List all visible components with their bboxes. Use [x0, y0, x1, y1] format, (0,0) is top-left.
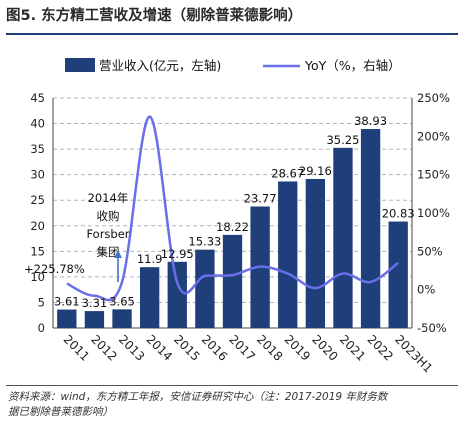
left-tick-label: 35	[30, 142, 45, 156]
x-tick-label: 2023H1	[392, 332, 435, 375]
x-tick-label: 2018	[254, 332, 285, 363]
right-tick-label: 0%	[417, 283, 435, 297]
left-tick-label: 10	[30, 270, 45, 284]
left-tick-label: 40	[30, 117, 45, 131]
yoy-line	[66, 115, 399, 302]
x-tick-label: 2012	[88, 332, 119, 363]
x-tick-label: 2014	[144, 332, 175, 363]
legend-label-line: YoY（%，右轴）	[304, 58, 401, 73]
bar-value-label: 35.25	[326, 133, 359, 147]
left-tick-label: 20	[30, 219, 45, 233]
x-tick-label: 2020	[309, 332, 340, 363]
bar-value-label: 29.16	[299, 164, 332, 178]
bar-value-label: 28.67	[271, 166, 304, 180]
bar-value-label: 3.61	[54, 295, 80, 309]
yoy-value-label: +225.78%	[24, 262, 85, 276]
bar	[333, 147, 353, 328]
bar-value-label: 18.22	[216, 220, 249, 234]
bar-value-label: 38.93	[354, 114, 387, 128]
title-rule	[6, 33, 458, 35]
x-tick-label: 2017	[226, 332, 257, 363]
figure-title: 图5. 东方精工营收及增速（剔除普莱德影响）	[6, 8, 303, 24]
left-tick-label: 45	[30, 91, 45, 105]
bar-value-label: 12.95	[161, 247, 194, 261]
left-tick-label: 15	[30, 244, 45, 258]
annotation-arrowhead	[114, 250, 122, 258]
left-tick-label: 30	[30, 168, 45, 182]
left-tick-label: 0	[38, 321, 45, 335]
bar	[360, 129, 381, 328]
x-tick-label: 2015	[171, 332, 202, 363]
bar-value-label: 20.83	[382, 207, 415, 221]
bar	[388, 221, 408, 328]
annotation-text: Forsber	[86, 227, 129, 241]
bar-value-label: 15.33	[188, 235, 221, 249]
bar-value-label: 3.31	[82, 296, 108, 310]
legend-label-bar: 营业收入(亿元，左轴)	[99, 58, 221, 73]
bar	[112, 309, 132, 328]
bar	[195, 249, 215, 328]
bar	[84, 311, 105, 328]
x-tick-label: 2013	[116, 332, 147, 363]
bar	[57, 309, 77, 328]
source-note: 资料来源：wind，东方精工年报，安信证券研究中心（注：2017-2019 年财…	[8, 390, 458, 420]
right-tick-label: 50%	[417, 244, 443, 258]
right-tick-label: 250%	[417, 91, 450, 105]
x-tick-label: 2022	[364, 332, 395, 363]
x-tick-label: 2011	[61, 332, 92, 363]
bar	[222, 234, 243, 328]
right-tick-label: 100%	[417, 206, 450, 220]
bar	[305, 178, 326, 328]
x-tick-label: 2016	[199, 332, 230, 363]
annotation-text: 2014年	[88, 191, 129, 205]
right-tick-label: -50%	[417, 321, 447, 335]
x-tick-label: 2021	[337, 332, 368, 363]
right-tick-label: 200%	[417, 129, 450, 143]
source-line-1: 资料来源：wind，东方精工年报，安信证券研究中心（注：2017-2019 年财…	[8, 391, 388, 403]
left-tick-label: 25	[30, 193, 45, 207]
bar	[139, 267, 160, 328]
x-tick-label: 2019	[282, 332, 313, 363]
bar-value-label: 23.77	[244, 192, 277, 206]
chart: 0 5 10 15 20 25 30 35 40 45 -50% 0% 50% 100% 150% 200% 2…	[24, 58, 450, 375]
annotation-text: 收购	[97, 209, 120, 223]
annotation-text: 集团	[97, 245, 120, 259]
left-tick-label: 5	[38, 295, 45, 309]
bar-value-label: 3.65	[109, 294, 135, 308]
source-line-2: 据已剔除普莱德影响）	[8, 406, 113, 418]
bar	[167, 261, 187, 328]
source-rule	[6, 385, 458, 386]
bar	[278, 181, 298, 328]
bar-value-label: 11.9	[137, 252, 163, 266]
legend-swatch-bar	[65, 58, 95, 72]
right-tick-label: 150%	[417, 168, 450, 182]
